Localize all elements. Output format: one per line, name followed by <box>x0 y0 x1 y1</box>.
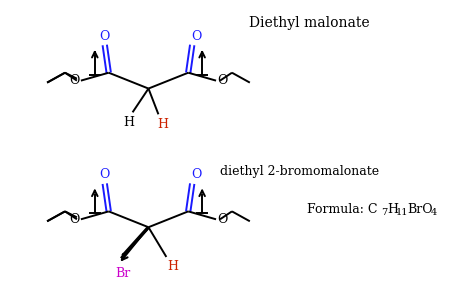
Text: 4: 4 <box>431 208 437 217</box>
Text: O: O <box>100 30 110 42</box>
Text: O: O <box>217 74 227 87</box>
Text: 11: 11 <box>396 208 409 217</box>
Text: H: H <box>387 203 398 216</box>
Text: H: H <box>167 260 178 273</box>
Text: Diethyl malonate: Diethyl malonate <box>249 16 370 30</box>
Text: Br: Br <box>115 267 130 280</box>
Text: O: O <box>70 213 80 226</box>
Text: O: O <box>191 30 201 42</box>
Text: O: O <box>217 213 227 226</box>
Text: O: O <box>100 168 110 181</box>
Text: 7: 7 <box>381 208 387 217</box>
Text: Formula: C: Formula: C <box>308 203 378 216</box>
Text: diethyl 2-bromomalonate: diethyl 2-bromomalonate <box>220 165 379 178</box>
Text: O: O <box>191 168 201 181</box>
Text: BrO: BrO <box>407 203 432 216</box>
Text: H: H <box>123 116 134 129</box>
Text: O: O <box>70 74 80 87</box>
Text: H: H <box>157 118 168 131</box>
